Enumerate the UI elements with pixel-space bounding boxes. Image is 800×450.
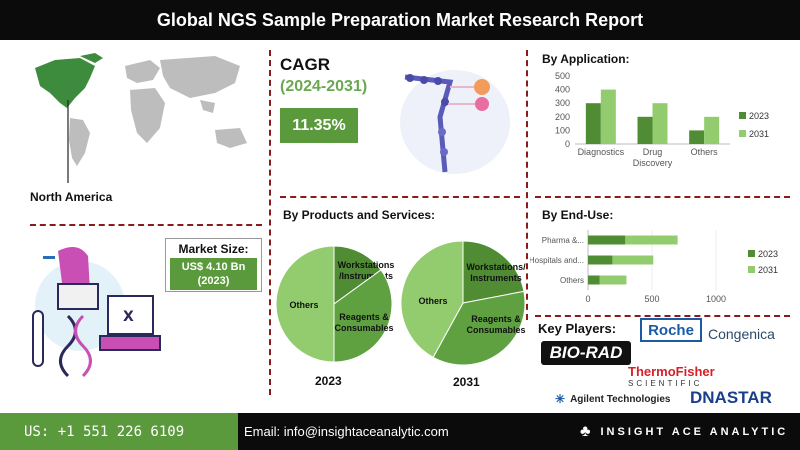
bar-2023 [585,103,601,144]
application-title: By Application: [542,52,630,66]
key-players-title: Key Players: [538,321,617,336]
pie-slice [333,245,382,305]
pie-label: Consumables [466,325,525,335]
pie-label: Workstations/ [466,262,526,272]
y-tick-label: 400 [555,85,570,95]
enduse-title: By End-Use: [542,208,614,222]
legend-swatch-2031 [739,130,746,137]
y-tick-label: Pharma &... [542,236,584,245]
y-tick-label: 500 [555,71,570,81]
thermofisher-wordmark: ThermoFisher [628,364,715,379]
bar-2023 [637,116,653,144]
y-tick-label: 300 [555,98,570,108]
legend-swatch-2023 [739,112,746,119]
roche-logo: Roche [640,318,702,342]
x-tick-label: Drug [643,147,663,157]
footer: US: +1 551 226 6109 Email: info@insighta… [0,413,800,450]
north-america-shape [35,58,95,108]
brand-icon: ♣ [580,422,591,440]
pie-slice [400,240,464,359]
application-bar-chart: 0 100 200 300 400 500 Diagnostics DrugDiscovery… [555,71,769,168]
divider-h-right [535,196,790,198]
divider-h-right2 [535,315,790,317]
legend-swatch-2031 [748,266,755,273]
agilent-spark-icon: ✳ [555,392,566,406]
bar-2031 [652,103,668,144]
y-tick-label: 200 [555,112,570,122]
market-size-value-line1: US$ 4.10 Bn [181,261,246,273]
market-size-box: Market Size: US$ 4.10 Bn (2023) [165,238,262,292]
divider-h-mid [280,196,520,198]
pie-label: /Instruments [339,271,393,281]
pie-label: Others [418,296,447,306]
y-tick-label: 0 [565,139,570,149]
pie-label: Instruments [470,273,522,283]
market-size-value-line2: (2023) [197,275,230,287]
x-tick-label: 0 [585,294,590,304]
cagr-period: (2024-2031) [280,78,368,95]
legend-swatch-2023 [748,250,755,257]
bar-2023 [588,235,626,245]
dnastar-logo: DNASTAR [690,388,772,407]
products-title: By Products and Services: [283,208,436,222]
pie-label: Reagents & [339,312,389,322]
thermofisher-logo: ThermoFisher SCIENTIFIC [628,364,715,390]
pie-label: Reagents & [471,314,521,324]
phone-number[interactable]: US: +1 551 226 6109 [0,413,238,450]
pie-label: Others [289,300,318,310]
x-tick-label: Diagnostics [578,147,625,157]
y-tick-label: 100 [555,125,570,135]
bar-2031 [588,235,678,245]
market-size-value: US$ 4.10 Bn (2023) [170,258,257,290]
bar-2031 [588,255,654,265]
enduse-bar-chart: 0 500 1000 Pharma &... Hospitals and... Other… [530,230,778,304]
bar-2031 [600,89,616,144]
region-label: North America [30,190,113,204]
y-tick-label: Others [560,276,584,285]
thermofisher-subtitle: SCIENTIFIC [628,379,703,388]
legend-label-2031: 2031 [749,129,769,139]
legend-label-2031: 2031 [758,265,778,275]
world-map [35,53,247,183]
email-address[interactable]: Email: info@insightaceanalytic.com [244,424,449,439]
pie-2031-year: 2031 [453,375,480,389]
divider-h-left [30,224,262,226]
pie-2023-year: 2023 [315,374,342,388]
legend-label-2023: 2023 [758,249,778,259]
bar-2031 [704,116,720,144]
x-tick-label: Others [691,147,719,157]
pie-label: Consumables [334,323,393,333]
pie-slice [275,245,335,363]
pie-slice [462,240,525,304]
bar-2023 [588,275,600,285]
biorad-logo: BIO-RAD [541,341,631,365]
brand-label: INSIGHT ACE ANALYTIC [600,425,789,438]
pie-label: Workstations [338,260,395,270]
bar-2023 [588,255,613,265]
legend-label-2023: 2023 [749,111,769,121]
pie-2031: Workstations/Instruments Reagents &Consum… [400,240,526,366]
dna-illustration [400,70,510,174]
x-tick-label: 1000 [706,294,726,304]
lab-illustration: X [32,247,161,378]
market-size-label: Market Size: [178,242,249,256]
pie-slice [333,269,393,363]
brand-name: ♣ INSIGHT ACE ANALYTIC [580,413,788,450]
bar-2031 [588,275,627,285]
agilent-wordmark: Agilent Technologies [570,393,671,405]
cagr-value: 11.35% [280,108,358,143]
divider-right [526,50,528,320]
agilent-logo: ✳ Agilent Technologies [555,392,670,406]
x-tick-label: Discovery [633,158,673,168]
congenica-logo: Congenica [708,326,775,342]
cagr-title: CAGR [280,55,331,74]
y-tick-label: Hospitals and... [530,256,584,265]
pie-2023: Workstations/Instruments Reagents &Consum… [275,245,395,363]
svg-text:X: X [123,309,134,325]
divider-left [269,50,271,395]
bar-2023 [689,130,705,144]
x-tick-label: 500 [644,294,659,304]
report-title: Global NGS Sample Preparation Market Res… [0,0,800,40]
pie-slice [432,290,526,366]
